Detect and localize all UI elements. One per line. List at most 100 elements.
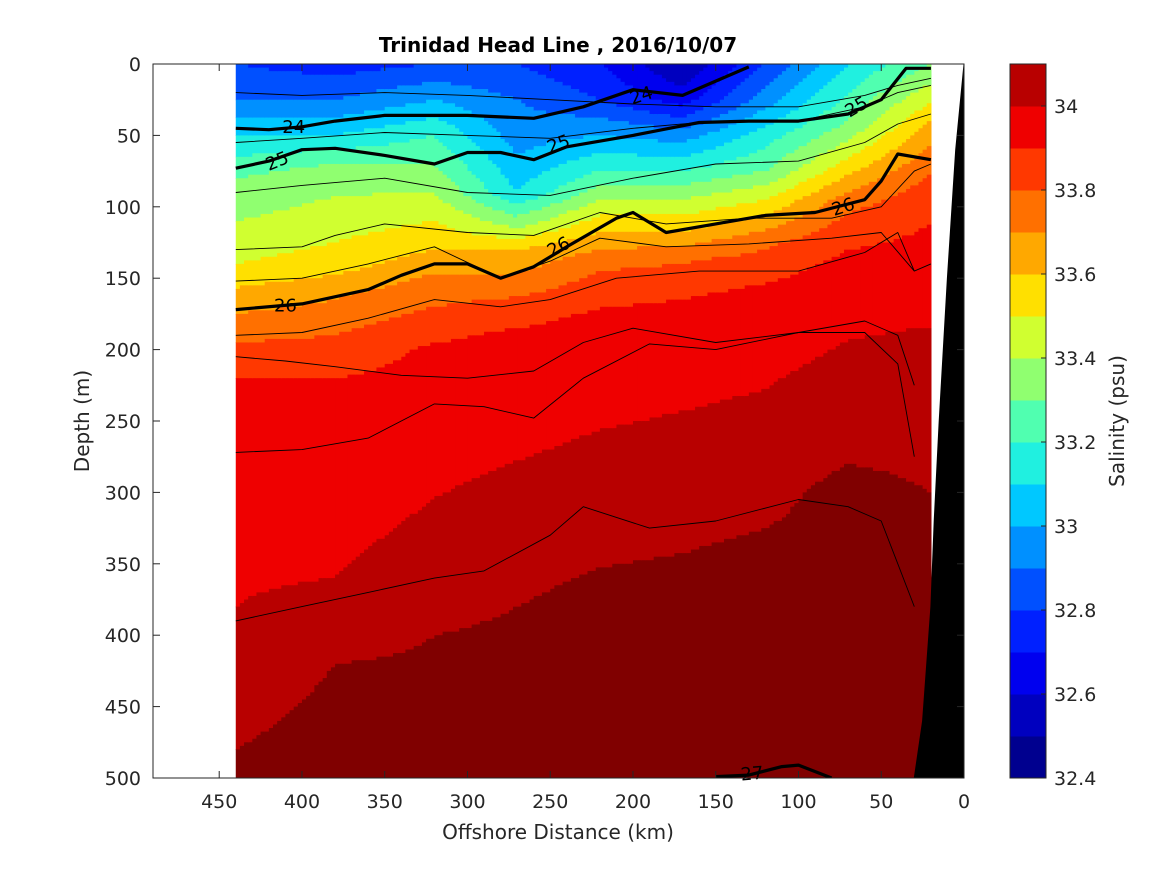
salinity-cell (562, 113, 568, 140)
salinity-cell (484, 620, 489, 778)
salinity-cell (376, 128, 382, 147)
salinity-cell (252, 64, 258, 69)
salinity-cell (421, 81, 427, 104)
salinity-cell (844, 463, 849, 778)
salinity-cell (914, 92, 920, 112)
salinity-cell (831, 256, 837, 351)
salinity-cell (517, 271, 522, 297)
salinity-cell (550, 167, 555, 194)
salinity-cell (889, 196, 895, 244)
salinity-cell (744, 103, 750, 119)
salinity-cell (719, 146, 725, 165)
salinity-cell (794, 64, 800, 87)
salinity-cell (591, 135, 597, 154)
salinity-cell (335, 117, 340, 136)
salinity-cell (335, 335, 340, 379)
salinity-cell (471, 217, 477, 236)
salinity-cell (608, 306, 613, 429)
salinity-cell (459, 231, 464, 251)
salinity-cell (285, 338, 291, 379)
salinity-cell (595, 185, 601, 201)
salinity-cell (719, 178, 725, 194)
salinity-cell (848, 463, 853, 778)
salinity-cell (666, 246, 671, 265)
salinity-cell (521, 460, 526, 604)
salinity-cell (372, 71, 378, 94)
salinity-cell (752, 231, 758, 254)
salinity-cell (744, 78, 750, 104)
salinity-cell (355, 374, 361, 558)
salinity-cell (724, 292, 729, 401)
salinity-cell (711, 403, 717, 543)
salinity-cell (397, 67, 402, 87)
salinity-cell (769, 281, 775, 386)
salinity-cell (322, 74, 328, 101)
salinity-cell (657, 246, 663, 269)
salinity-cell (752, 253, 758, 286)
salinity-cell (670, 246, 675, 265)
salinity-cell (575, 88, 580, 119)
salinity-cell (372, 263, 378, 290)
salinity-cell (446, 81, 452, 104)
salinity-cell (281, 338, 287, 379)
salinity-cell (364, 163, 369, 197)
salinity-cell (575, 438, 580, 579)
salinity-cell (471, 478, 477, 626)
salinity-cell (562, 185, 568, 201)
y-tick-label: 300 (105, 482, 141, 504)
salinity-cell (831, 128, 837, 151)
salinity-cell (695, 64, 700, 76)
salinity-cell (872, 160, 878, 183)
salinity-cell (906, 163, 911, 190)
salinity-cell (852, 463, 858, 778)
salinity-cell (546, 171, 551, 194)
salinity-cell (529, 149, 535, 179)
salinity-cell (707, 545, 713, 778)
salinity-cell (724, 128, 729, 144)
salinity-cell (632, 231, 638, 251)
salinity-cell (877, 242, 882, 336)
salinity-cell (860, 467, 866, 778)
salinity-cell (815, 92, 820, 119)
salinity-cell (438, 635, 444, 778)
salinity-cell (844, 64, 849, 69)
salinity-cell (467, 481, 473, 629)
salinity-cell (657, 185, 663, 201)
salinity-cell (881, 199, 886, 244)
salinity-cell (413, 192, 419, 226)
salinity-cell (810, 160, 816, 179)
salinity-cell (620, 121, 626, 140)
salinity-cell (757, 149, 762, 172)
salinity-cell (608, 199, 613, 215)
salinity-cell (496, 224, 502, 240)
salinity-cell (835, 221, 841, 258)
salinity-cell (376, 656, 382, 778)
salinity-cell (856, 131, 862, 154)
salinity-cell (616, 64, 622, 79)
salinity-cell (566, 199, 572, 211)
salinity-cell (562, 138, 568, 165)
salinity-cell (748, 153, 754, 176)
salinity-cell (802, 64, 808, 79)
salinity-cell (244, 178, 249, 219)
salinity-cell (417, 64, 423, 87)
salinity-cell (467, 249, 473, 276)
density-contour-minor (235, 499, 915, 622)
bathymetry-seafloor (913, 64, 964, 778)
salinity-cell (512, 238, 518, 251)
salinity-cell (492, 249, 498, 276)
salinity-cell (827, 64, 833, 83)
salinity-cell (657, 417, 663, 558)
salinity-cell (690, 196, 696, 215)
salinity-cell (699, 110, 704, 126)
salinity-cell (484, 88, 489, 122)
salinity-cell (471, 88, 477, 115)
salinity-cell (819, 356, 824, 483)
salinity-cell (628, 106, 634, 126)
salinity-cell (628, 267, 634, 308)
salinity-cell (413, 64, 419, 87)
salinity-cell (364, 267, 369, 294)
salinity-cell (351, 374, 357, 561)
salinity-cell (554, 64, 560, 83)
salinity-cell (318, 278, 324, 304)
